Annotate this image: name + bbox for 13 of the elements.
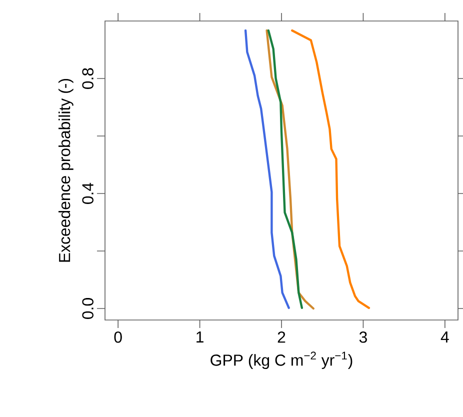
x-tick-label: 0 bbox=[114, 332, 122, 343]
x-tick-label: 3 bbox=[359, 332, 367, 343]
x-tick-label: 2 bbox=[278, 332, 286, 343]
x-axis-title: GPP (kg C m$^{−2}$ yr$^{−1}$) bbox=[210, 352, 352, 369]
line-series bbox=[244, 29, 290, 310]
y-axis-title: Exceedence probability (-) bbox=[58, 78, 74, 262]
line-series bbox=[266, 29, 314, 310]
y-tick-label: 0.4 bbox=[82, 182, 94, 204]
line-series bbox=[291, 29, 370, 310]
y-tick-label: 0.0 bbox=[82, 298, 94, 319]
y-tick-label: 0.8 bbox=[82, 68, 94, 89]
x-tick-label: 1 bbox=[196, 332, 204, 342]
x-tick-label: 4 bbox=[440, 332, 449, 342]
